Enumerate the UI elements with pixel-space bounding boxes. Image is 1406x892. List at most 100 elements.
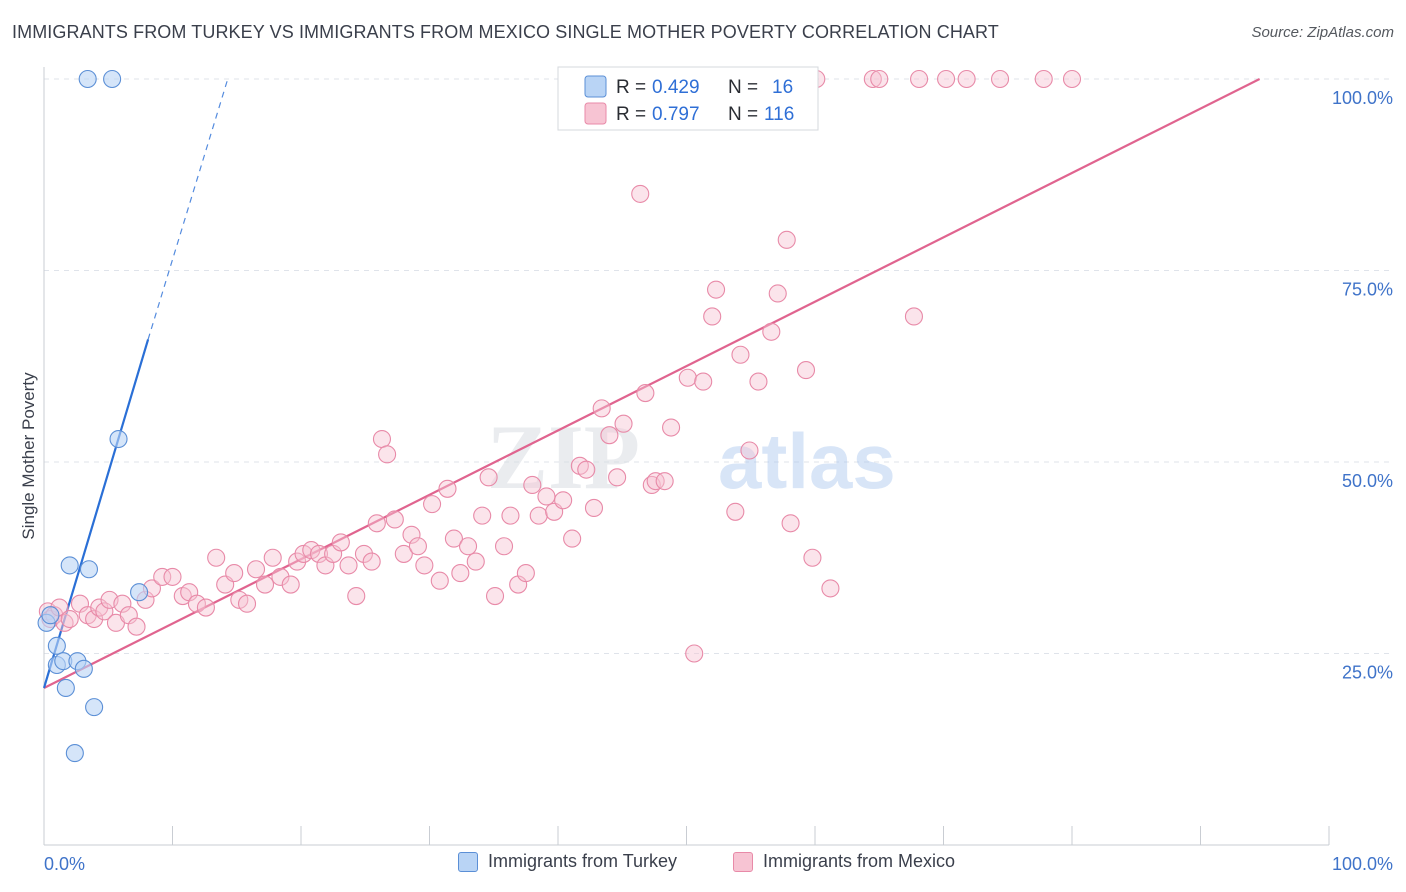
- point-turkey-3: [47, 636, 66, 655]
- point-mexico-33: [281, 575, 300, 594]
- legend-n-label-mexico: N =: [728, 104, 758, 125]
- point-turkey-8: [56, 678, 75, 698]
- y-tick-label-75: 75.0%: [1342, 280, 1393, 300]
- point-turkey-11: [60, 556, 79, 575]
- point-mexico-109: [990, 69, 1010, 89]
- point-mexico-37: [309, 544, 329, 563]
- point-mexico-90: [707, 280, 726, 299]
- point-turkey-13: [109, 429, 128, 449]
- point-mexico-13: [113, 594, 132, 613]
- point-turkey-14: [130, 583, 149, 602]
- point-mexico-110: [1034, 69, 1053, 89]
- point-mexico-19: [163, 567, 182, 586]
- point-mexico-45: [367, 514, 386, 533]
- watermark-zip: ZIP: [487, 406, 640, 508]
- point-mexico-108: [957, 69, 976, 89]
- point-mexico-24: [207, 548, 226, 567]
- point-mexico-69: [537, 487, 556, 506]
- point-mexico-22: [187, 594, 206, 613]
- point-mexico-66: [516, 564, 535, 583]
- series-legend: Immigrants from Turkey Immigrants from M…: [0, 851, 1406, 879]
- point-mexico-44: [362, 552, 381, 571]
- point-mexico-74: [577, 460, 596, 479]
- axes: [43, 67, 1330, 846]
- point-mexico-89: [703, 307, 722, 326]
- point-mexico-5: [60, 609, 79, 629]
- point-mexico-84: [655, 472, 674, 491]
- point-mexico-30: [255, 575, 275, 594]
- legend-label-mexico: Immigrants from Mexico: [763, 851, 956, 871]
- chart-title: IMMIGRANTS FROM TURKEY VS IMMIGRANTS FRO…: [12, 22, 999, 42]
- point-mexico-62: [485, 586, 505, 606]
- legend-n-label-turkey: N =: [728, 77, 758, 98]
- point-mexico-48: [385, 510, 404, 529]
- point-turkey-7: [74, 659, 93, 678]
- legend-n-value-turkey: 16: [772, 77, 793, 98]
- point-mexico-99: [796, 361, 816, 380]
- point-mexico-87: [685, 644, 704, 663]
- point-mexico-78: [608, 468, 627, 487]
- point-mexico-10: [95, 602, 114, 621]
- legend-label-turkey: Immigrants from Turkey: [488, 851, 678, 871]
- point-mexico-106: [910, 69, 929, 89]
- y-tick-label-50: 50.0%: [1342, 471, 1393, 491]
- point-mexico-58: [458, 537, 478, 556]
- watermark: ZIP atlas: [487, 406, 896, 508]
- point-mexico-96: [768, 284, 787, 303]
- source-label: Source: ZipAtlas.com: [1251, 24, 1394, 41]
- point-mexico-54: [430, 571, 449, 590]
- point-turkey-12: [79, 560, 99, 579]
- grid-lines: [44, 78, 1393, 654]
- legend-item-mexico: Immigrants from Mexico: [733, 851, 955, 872]
- point-mexico-79: [614, 414, 633, 433]
- point-mexico-43: [354, 544, 374, 563]
- point-mexico-42: [347, 586, 366, 606]
- series-turkey-points: [37, 69, 149, 763]
- point-mexico-57: [451, 564, 470, 583]
- point-mexico-61: [479, 468, 498, 487]
- point-mexico-28: [237, 594, 257, 613]
- legend-swatch-turkey: [584, 75, 607, 98]
- legend-swatch-turkey-bottom: [458, 851, 478, 872]
- point-mexico-91: [726, 502, 745, 521]
- point-mexico-105: [904, 307, 923, 326]
- series-mexico-points: [38, 69, 1082, 663]
- y-tick-label-100: 100.0%: [1332, 88, 1393, 108]
- legend-r-value-mexico: 0.797: [652, 104, 700, 125]
- legend-r-label-mexico: R =: [616, 104, 646, 125]
- point-mexico-77: [600, 426, 619, 445]
- point-mexico-32: [271, 567, 290, 586]
- point-mexico-53: [423, 495, 442, 514]
- point-mexico-15: [127, 617, 146, 636]
- point-mexico-76: [592, 399, 611, 418]
- point-mexico-80: [631, 184, 650, 203]
- trend-lines: [42, 78, 1261, 689]
- point-mexico-75: [584, 498, 604, 518]
- point-mexico-34: [288, 552, 307, 571]
- y-axis-label: Single Mother Poverty: [19, 372, 38, 540]
- point-mexico-68: [529, 506, 548, 525]
- point-mexico-103: [863, 69, 882, 89]
- trend-line-turkey: [42, 339, 150, 689]
- legend-n-value-mexico: 116: [764, 104, 794, 125]
- point-mexico-107: [937, 69, 956, 89]
- point-mexico-94: [749, 372, 768, 391]
- point-mexico-71: [554, 491, 573, 510]
- legend-item-turkey: Immigrants from Turkey: [458, 851, 677, 872]
- point-mexico-55: [438, 479, 457, 498]
- y-tick-label-25: 25.0%: [1342, 663, 1393, 683]
- point-mexico-23: [196, 598, 215, 617]
- stats-legend: R = 0.429 N = 16 R = 0.797 N = 116: [557, 66, 819, 131]
- point-mexico-92: [731, 345, 750, 364]
- point-mexico-41: [339, 556, 358, 575]
- point-mexico-26: [225, 564, 244, 583]
- point-mexico-49: [394, 544, 413, 563]
- point-mexico-67: [523, 475, 542, 495]
- point-mexico-50: [402, 525, 421, 544]
- point-mexico-102: [821, 579, 840, 598]
- point-mexico-56: [444, 529, 463, 548]
- point-mexico-31: [263, 548, 282, 567]
- point-turkey-10: [65, 744, 84, 763]
- point-mexico-52: [415, 556, 434, 575]
